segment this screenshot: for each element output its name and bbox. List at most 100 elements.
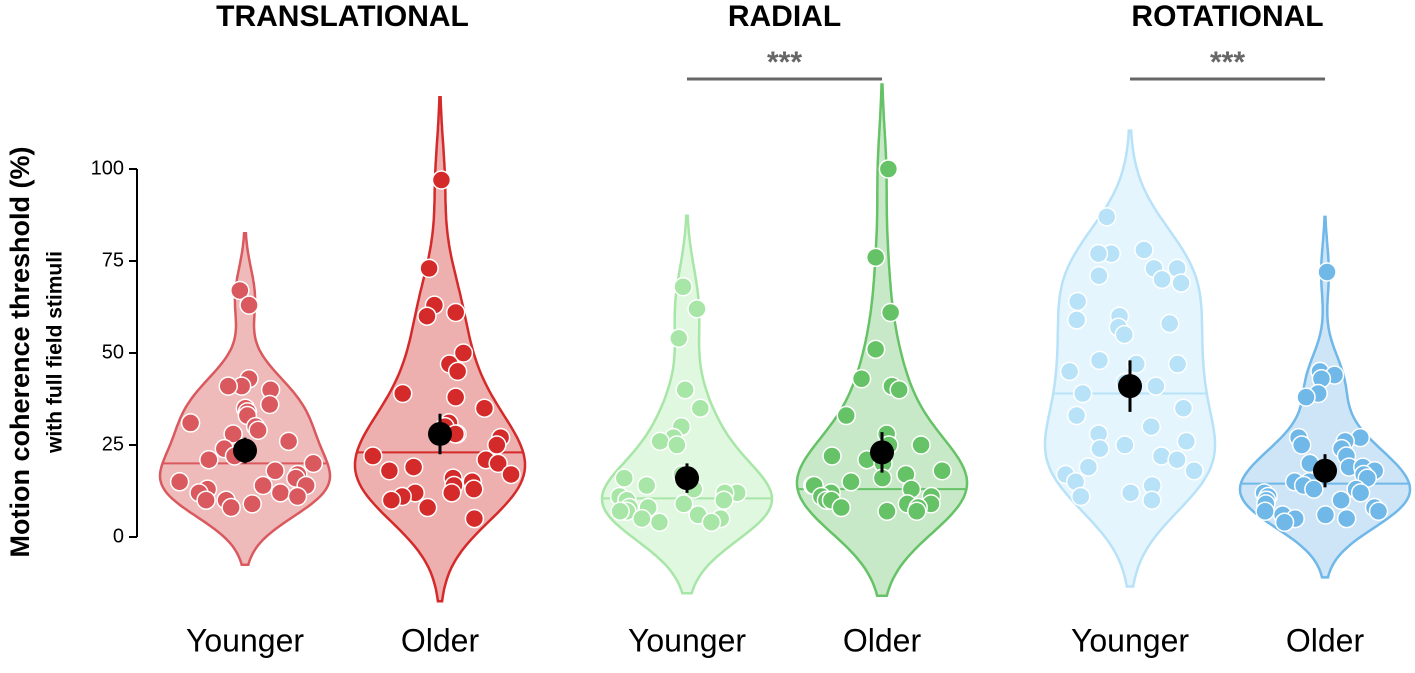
data-point: [379, 461, 400, 481]
data-point: [278, 431, 299, 452]
data-point: [381, 490, 402, 510]
data-point: [880, 302, 901, 323]
data-point: [649, 512, 670, 533]
data-point: [632, 508, 652, 529]
data-point: [223, 424, 243, 444]
data-point: [1078, 457, 1099, 477]
data-point: [1159, 313, 1180, 334]
y-axis-label: Motion coherence threshold (%): [5, 146, 35, 557]
data-point: [822, 446, 842, 466]
data-point: [287, 486, 308, 507]
data-point: [218, 376, 238, 396]
data-point: [1317, 262, 1337, 282]
x-tick-label: Older: [1286, 622, 1365, 658]
data-point: [907, 501, 927, 521]
y-tick-label: 75: [102, 249, 124, 271]
data-point: [1184, 461, 1204, 481]
data-point: [1146, 376, 1166, 396]
data-point: [1115, 435, 1135, 455]
data-point: [1071, 486, 1091, 507]
y-tick-label: 50: [102, 341, 124, 363]
significance-label: ***: [1210, 46, 1245, 79]
data-point: [169, 472, 190, 492]
mean-marker: [428, 421, 452, 446]
data-point: [392, 383, 413, 404]
data-point: [1274, 512, 1295, 533]
x-tick-label: Younger: [1071, 622, 1189, 658]
violin: [795, 83, 969, 598]
data-point: [488, 453, 508, 474]
data-point: [180, 413, 201, 433]
data-point: [1176, 431, 1197, 452]
y-tick-label: 25: [102, 433, 124, 455]
y-tick-label: 100: [91, 157, 124, 179]
mean-marker: [1313, 458, 1337, 483]
data-point: [419, 258, 439, 279]
data-point: [687, 299, 707, 319]
data-point: [636, 475, 657, 496]
data-point: [464, 479, 484, 499]
data-point: [1120, 483, 1141, 503]
mean-marker: [870, 440, 894, 465]
data-point: [1089, 265, 1109, 286]
panel-title: RADIAL: [728, 0, 841, 33]
data-point: [1255, 501, 1275, 521]
data-point: [464, 508, 485, 529]
mean-marker: [675, 466, 699, 491]
data-point: [650, 431, 670, 452]
data-point: [1171, 273, 1191, 293]
x-tick-label: Older: [401, 622, 480, 658]
data-point: [270, 483, 291, 503]
data-point: [253, 475, 273, 496]
data-point: [303, 453, 324, 474]
mean-marker: [1118, 374, 1142, 399]
data-point: [1059, 361, 1080, 382]
data-point: [690, 398, 711, 418]
x-tick-label: Older: [843, 622, 922, 658]
data-point: [878, 159, 899, 179]
data-point: [836, 405, 856, 426]
data-point: [1350, 483, 1371, 503]
data-point: [447, 361, 468, 382]
data-point: [1089, 350, 1110, 371]
data-point: [1066, 405, 1087, 426]
data-point: [1167, 449, 1187, 470]
data-point: [230, 280, 250, 301]
data-point: [1315, 505, 1336, 525]
data-point: [265, 461, 285, 481]
x-tick-label: Younger: [628, 622, 746, 658]
data-point: [841, 472, 861, 492]
x-tick-label: Younger: [186, 622, 304, 658]
data-point: [1090, 438, 1110, 459]
data-point: [831, 497, 852, 518]
data-point: [1097, 207, 1117, 227]
data-point: [239, 295, 259, 315]
data-point: [667, 435, 687, 455]
data-point: [417, 497, 438, 518]
data-point: [417, 306, 437, 326]
data-point: [610, 501, 630, 521]
y-tick-label: 0: [113, 525, 124, 547]
data-point: [1304, 479, 1324, 499]
data-point: [675, 380, 695, 400]
data-point: [669, 328, 689, 349]
data-point: [259, 394, 280, 415]
y-axis-sublabel: with full field stimuli: [44, 251, 67, 454]
data-point: [1152, 269, 1172, 290]
data-point: [221, 497, 241, 518]
data-point: [501, 464, 521, 485]
data-point: [248, 420, 268, 441]
data-point: [911, 435, 931, 455]
data-point: [877, 501, 897, 521]
panel-title: ROTATIONAL: [1131, 0, 1323, 33]
data-point: [1167, 354, 1188, 374]
data-point: [1126, 354, 1147, 374]
data-point: [865, 339, 886, 360]
data-point: [1134, 240, 1154, 260]
data-point: [614, 468, 635, 488]
data-point: [1173, 398, 1194, 418]
data-point: [1142, 490, 1162, 510]
data-point: [1066, 310, 1087, 330]
data-point: [673, 494, 694, 514]
